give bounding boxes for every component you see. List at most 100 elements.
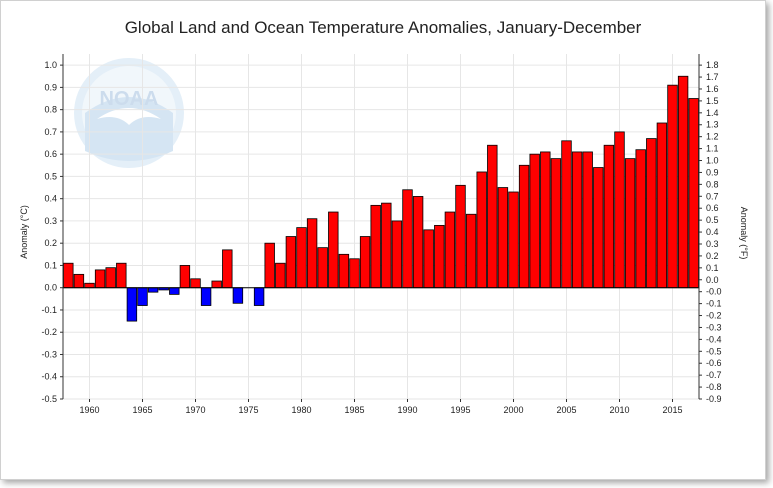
left-tick-label: 0.3 xyxy=(44,216,57,226)
bar-1998 xyxy=(487,144,498,289)
bar-2004 xyxy=(550,158,562,289)
left-tick-label: 0.8 xyxy=(44,105,57,115)
left-tick-label: 0.9 xyxy=(44,82,57,92)
x-tick-label: 1995 xyxy=(450,405,470,415)
x-tick-label: 1975 xyxy=(238,405,258,415)
bar-1990 xyxy=(402,189,413,289)
bar-1984 xyxy=(338,253,350,289)
right-tick-label: -0.9 xyxy=(706,394,722,404)
bar-1973 xyxy=(222,249,233,289)
bar-1968 xyxy=(169,287,180,295)
right-tick-label: -0.0 xyxy=(706,287,722,297)
bar-2014 xyxy=(656,122,668,289)
right-tick-label: -0.4 xyxy=(706,334,722,344)
x-tick-label: 2000 xyxy=(503,405,523,415)
left-tick-label: -0.5 xyxy=(41,394,57,404)
bar-1972 xyxy=(211,280,222,289)
right-tick-label: 1.3 xyxy=(706,120,719,130)
x-tick-label: 1960 xyxy=(79,405,99,415)
bar-1987 xyxy=(370,204,381,289)
bar-1995 xyxy=(455,184,466,289)
grid-lines xyxy=(63,54,699,400)
right-tick-label: 1.5 xyxy=(706,96,719,106)
bar-1981 xyxy=(306,218,318,289)
bar-1970 xyxy=(190,278,201,289)
bar-1958 xyxy=(63,262,74,289)
right-tick-label: 1.4 xyxy=(706,108,719,118)
chart-title: Global Land and Ocean Temperature Anomal… xyxy=(124,18,642,37)
bar-1978 xyxy=(275,262,286,289)
x-tick-label: 2010 xyxy=(609,405,629,415)
bar-1961 xyxy=(94,269,106,289)
right-tick-label: 0.0 xyxy=(706,275,719,285)
bar-1988 xyxy=(381,202,392,289)
bar-1969 xyxy=(179,265,191,289)
bar-1962 xyxy=(105,267,116,289)
bar-1985 xyxy=(349,258,360,289)
right-tick-label: 1.0 xyxy=(706,156,719,166)
right-tick-label: 1.2 xyxy=(706,132,719,142)
right-tick-label: 0.5 xyxy=(706,215,719,225)
right-tick-label: -0.5 xyxy=(706,346,722,356)
bar-2009 xyxy=(603,144,615,289)
bar-1964 xyxy=(126,287,138,322)
bar-1983 xyxy=(328,211,339,289)
bar-2001 xyxy=(518,164,530,289)
bar-2010 xyxy=(614,131,625,289)
x-tick-label: 2005 xyxy=(556,405,576,415)
bar-1960 xyxy=(84,282,95,289)
left-tick-label: 1.0 xyxy=(44,60,57,70)
bar-2016 xyxy=(677,75,689,289)
left-tick-label: 0.1 xyxy=(44,260,57,270)
bar-1996 xyxy=(465,213,477,289)
bar-1994 xyxy=(444,211,456,289)
right-tick-label: -0.6 xyxy=(706,358,722,368)
bar-1999 xyxy=(497,187,509,289)
bar-1965 xyxy=(137,287,148,306)
bar-2000 xyxy=(508,191,519,289)
right-tick-label: 0.3 xyxy=(706,239,719,249)
chart-card: Global Land and Ocean Temperature Anomal… xyxy=(0,0,766,480)
right-tick-label: -0.7 xyxy=(706,370,722,380)
left-tick-label: -0.4 xyxy=(41,372,57,382)
right-tick-label: 0.6 xyxy=(706,203,719,213)
bar-2003 xyxy=(540,151,551,289)
right-tick-label: 0.4 xyxy=(706,227,719,237)
bar-1989 xyxy=(391,220,403,289)
bar-1980 xyxy=(296,227,307,289)
noaa-logo-watermark: NOAA xyxy=(74,58,184,168)
svg-text:NOAA: NOAA xyxy=(100,88,159,110)
x-tick-label: 1990 xyxy=(397,405,417,415)
bar-1992 xyxy=(423,229,434,289)
bar-1982 xyxy=(317,247,328,289)
right-tick-label: 1.7 xyxy=(706,72,719,82)
bar-1959 xyxy=(73,273,85,289)
left-tick-label: -0.2 xyxy=(41,327,57,337)
right-tick-label: 0.2 xyxy=(706,251,719,261)
bar-1971 xyxy=(200,287,212,306)
axes-group: 1.00.90.80.70.60.50.40.30.20.10.0-0.1-0.… xyxy=(41,54,722,415)
bar-2002 xyxy=(529,153,540,289)
bar-1977 xyxy=(264,242,275,289)
right-tick-label: 1.1 xyxy=(706,144,719,154)
x-tick-label: 1980 xyxy=(291,405,311,415)
right-tick-label: 0.1 xyxy=(706,263,719,273)
right-axis-label: Anomaly (°F) xyxy=(739,207,749,260)
bar-1979 xyxy=(285,236,297,289)
x-tick-label: 1965 xyxy=(132,405,152,415)
bar-1993 xyxy=(434,224,445,289)
left-axis-label: Anomaly (°C) xyxy=(19,205,29,259)
left-tick-label: 0.2 xyxy=(44,238,57,248)
right-tick-label: -0.3 xyxy=(706,322,722,332)
right-tick-label: -0.1 xyxy=(706,299,722,309)
bar-2008 xyxy=(593,167,604,289)
right-tick-label: -0.2 xyxy=(706,311,722,321)
right-tick-label: 0.9 xyxy=(706,167,719,177)
bar-1974 xyxy=(232,287,244,304)
right-tick-label: -0.8 xyxy=(706,382,722,392)
bar-2007 xyxy=(582,151,593,289)
left-tick-label: 0.5 xyxy=(44,171,57,181)
left-tick-label: 0.0 xyxy=(44,283,57,293)
bar-2012 xyxy=(635,149,646,289)
temperature-chart: NOAA 1.00.90.80.70.60.50.40.30.20.10.0-0… xyxy=(19,54,749,415)
